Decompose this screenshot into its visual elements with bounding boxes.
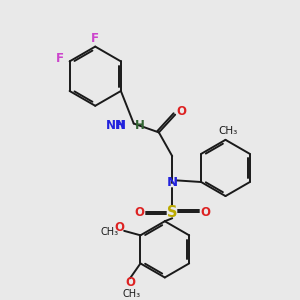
- Text: CH₃: CH₃: [219, 126, 238, 136]
- Text: O: O: [134, 206, 144, 219]
- Text: F: F: [56, 52, 64, 65]
- Text: O: O: [177, 105, 187, 118]
- Text: N: N: [167, 176, 178, 189]
- Text: O: O: [115, 221, 125, 234]
- Text: CH₃: CH₃: [122, 289, 141, 298]
- Text: NH: NH: [106, 119, 125, 132]
- Text: N: N: [116, 119, 125, 132]
- Text: S: S: [167, 205, 178, 220]
- Text: F: F: [91, 32, 99, 45]
- Text: O: O: [200, 206, 210, 219]
- Text: H: H: [135, 119, 145, 132]
- Text: CH₃: CH₃: [101, 227, 119, 237]
- Text: O: O: [125, 276, 135, 289]
